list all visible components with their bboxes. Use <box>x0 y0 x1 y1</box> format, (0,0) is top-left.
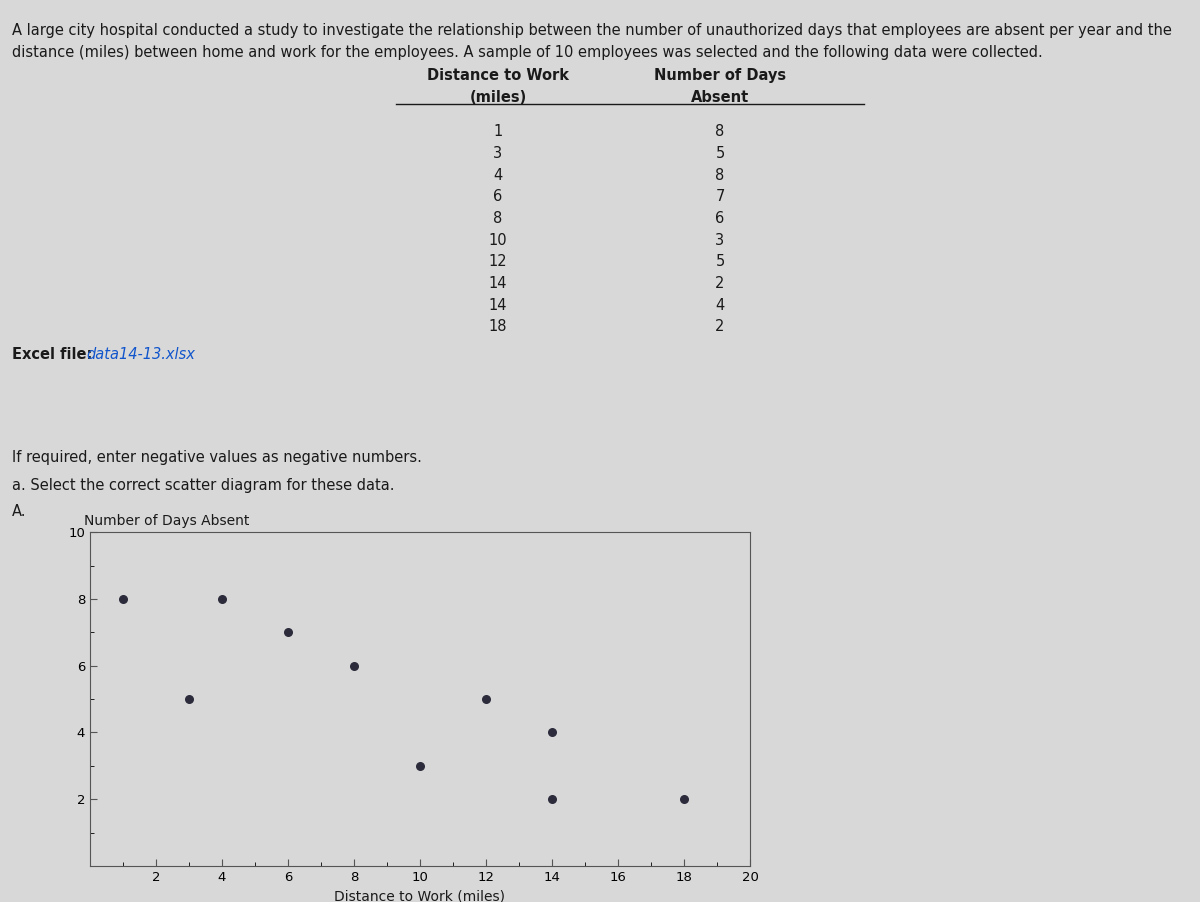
Text: If required, enter negative values as negative numbers.: If required, enter negative values as ne… <box>12 449 422 465</box>
Text: 3: 3 <box>493 146 503 161</box>
Point <box>674 792 694 806</box>
Text: Distance to Work: Distance to Work <box>427 68 569 83</box>
Text: 8: 8 <box>715 124 725 140</box>
Point <box>113 592 133 606</box>
Text: 18: 18 <box>488 319 508 335</box>
Text: (miles): (miles) <box>469 90 527 106</box>
Text: 5: 5 <box>715 146 725 161</box>
Text: 6: 6 <box>715 211 725 226</box>
Text: 14: 14 <box>488 276 508 291</box>
Point <box>542 792 562 806</box>
Text: 14: 14 <box>488 298 508 313</box>
Text: distance (miles) between home and work for the employees. A sample of 10 employe: distance (miles) between home and work f… <box>12 45 1043 60</box>
Text: 6: 6 <box>493 189 503 205</box>
Text: 10: 10 <box>488 233 508 248</box>
Text: 1: 1 <box>493 124 503 140</box>
Text: Absent: Absent <box>691 90 749 106</box>
Text: A.: A. <box>12 503 26 519</box>
X-axis label: Distance to Work (miles): Distance to Work (miles) <box>335 889 505 902</box>
Point <box>344 658 364 673</box>
Text: 3: 3 <box>715 233 725 248</box>
Text: Number of Days Absent: Number of Days Absent <box>84 513 250 528</box>
Text: 12: 12 <box>488 254 508 270</box>
Text: 8: 8 <box>493 211 503 226</box>
Point <box>180 692 199 706</box>
Text: Number of Days: Number of Days <box>654 68 786 83</box>
Text: 8: 8 <box>715 168 725 183</box>
Text: 4: 4 <box>715 298 725 313</box>
Text: 2: 2 <box>715 276 725 291</box>
Point <box>542 725 562 740</box>
Point <box>476 692 496 706</box>
Text: 7: 7 <box>715 189 725 205</box>
Text: 2: 2 <box>715 319 725 335</box>
Text: 4: 4 <box>493 168 503 183</box>
Text: data14-13.xlsx: data14-13.xlsx <box>86 347 196 363</box>
Point <box>278 625 298 640</box>
Text: Excel file:: Excel file: <box>12 347 97 363</box>
Text: 5: 5 <box>715 254 725 270</box>
Point <box>410 759 430 773</box>
Text: a. Select the correct scatter diagram for these data.: a. Select the correct scatter diagram fo… <box>12 478 395 493</box>
Text: A large city hospital conducted a study to investigate the relationship between : A large city hospital conducted a study … <box>12 23 1172 38</box>
Point <box>212 592 232 606</box>
